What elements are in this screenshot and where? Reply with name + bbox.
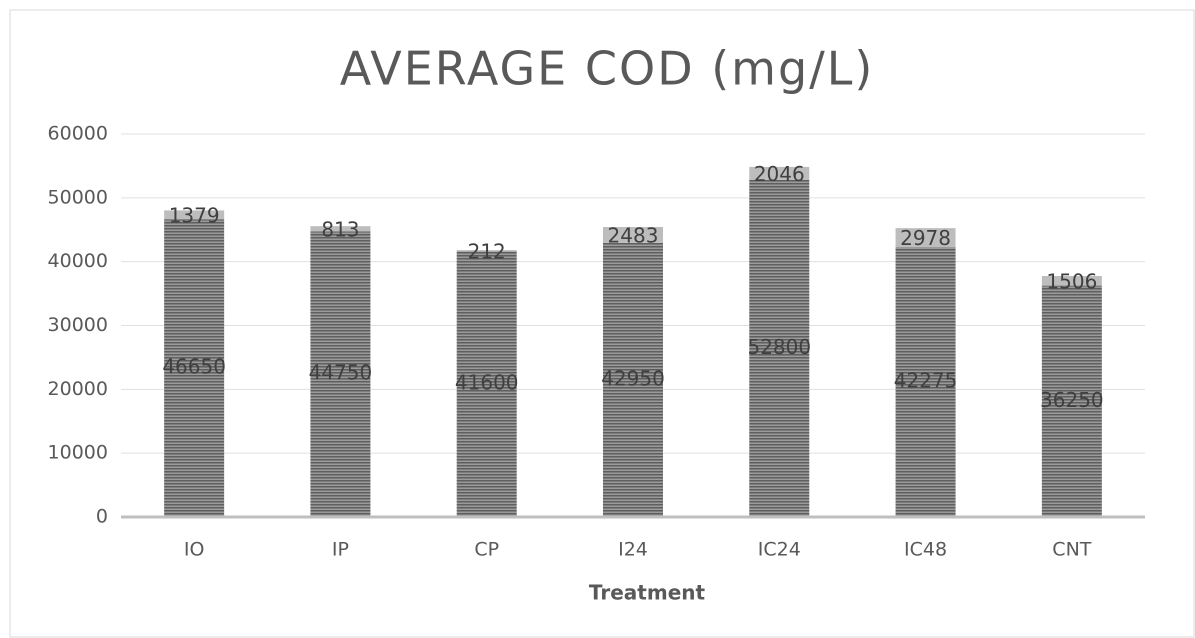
- bar-segment: [895, 247, 956, 517]
- value-label: 46650: [162, 355, 226, 379]
- value-label: 36250: [1040, 388, 1104, 412]
- value-label: 212: [468, 239, 506, 263]
- y-tick-label: 60000: [48, 123, 108, 145]
- bar-segment: [603, 242, 663, 518]
- bar-segment: [749, 166, 810, 180]
- x-tick-label: CP: [474, 539, 499, 561]
- value-label: 42950: [601, 366, 665, 390]
- x-axis-label: Treatment: [589, 581, 706, 605]
- x-tick-label: CNT: [1052, 539, 1091, 561]
- bar-segment: [456, 251, 517, 517]
- y-tick-label: 0: [96, 506, 108, 528]
- bar-segment: [310, 226, 371, 232]
- y-tick-label: 30000: [48, 314, 108, 336]
- y-tick-label: 10000: [48, 442, 108, 464]
- y-tick-label: 50000: [48, 186, 108, 208]
- x-tick-label: IP: [332, 539, 349, 561]
- value-label: 2483: [608, 223, 659, 247]
- y-tick-label: 40000: [48, 250, 108, 272]
- bar-segment: [603, 226, 663, 243]
- chart-title: AVERAGE COD (mg/L): [340, 42, 875, 96]
- x-tick-label: IC24: [758, 539, 801, 561]
- x-tick-label: IO: [184, 539, 205, 561]
- value-label: 2978: [900, 226, 951, 250]
- value-label: 1506: [1046, 269, 1097, 293]
- bar-segment: [749, 179, 810, 517]
- bar-segment: [895, 228, 956, 248]
- y-tick-label: 20000: [48, 378, 108, 400]
- bar-segment: [1041, 275, 1102, 286]
- value-label: 52800: [747, 335, 811, 359]
- bar-segment: [310, 231, 371, 518]
- x-tick-label: IC48: [904, 539, 947, 561]
- bar-segment: [456, 250, 517, 252]
- value-label: 44750: [309, 361, 373, 385]
- value-label: 41600: [455, 371, 519, 395]
- value-label: 813: [321, 217, 359, 241]
- value-label: 42275: [894, 369, 958, 393]
- value-label: 2046: [754, 162, 805, 186]
- bar-segment: [164, 210, 225, 220]
- x-tick-label: I24: [618, 539, 648, 561]
- bar-segment: [164, 219, 225, 517]
- bar-segment: [1041, 285, 1102, 517]
- value-label: 1379: [169, 203, 220, 227]
